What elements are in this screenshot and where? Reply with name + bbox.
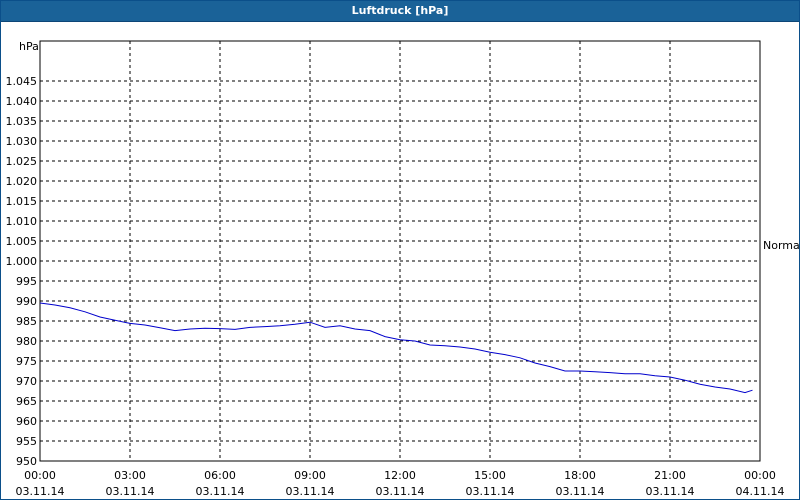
y-tick-label: 1.010 (6, 215, 38, 228)
y-axis-label: hPa (19, 40, 39, 53)
x-tick-time: 03:00 (114, 469, 146, 482)
y-tick-label: 1.000 (6, 255, 38, 268)
x-tick-time: 09:00 (294, 469, 326, 482)
x-tick-time: 00:00 (744, 469, 776, 482)
y-tick-label: 970 (16, 375, 37, 388)
x-tick-time: 15:00 (474, 469, 506, 482)
y-tick-label: 955 (16, 435, 37, 448)
y-tick-label: 1.025 (6, 155, 38, 168)
y-tick-label: 950 (16, 455, 37, 468)
x-tick-date: 04.11.14 (736, 485, 785, 498)
x-tick-time: 18:00 (564, 469, 596, 482)
y-tick-label: 1.015 (6, 195, 38, 208)
x-tick-date: 03.11.14 (106, 485, 155, 498)
normal-annotation: Normal (763, 239, 800, 252)
x-tick-time: 00:00 (24, 469, 56, 482)
x-tick-time: 06:00 (204, 469, 236, 482)
pressure-series-line (39, 302, 753, 394)
y-tick-label: 1.045 (6, 75, 38, 88)
x-tick-date: 03.11.14 (286, 485, 335, 498)
x-tick-date: 03.11.14 (376, 485, 425, 498)
y-tick-label: 960 (16, 415, 37, 428)
y-tick-label: 1.035 (6, 115, 38, 128)
x-tick-date: 03.11.14 (646, 485, 695, 498)
x-tick-date: 03.11.14 (556, 485, 605, 498)
y-tick-label: 1.040 (6, 95, 38, 108)
x-axis: 00:00 03.11.14 03:00 03.11.14 06:00 03.11.14 0… (16, 469, 785, 498)
y-tick-label: 965 (16, 395, 37, 408)
series-layer (39, 302, 753, 394)
x-tick-time: 12:00 (384, 469, 416, 482)
x-tick-time: 21:00 (654, 469, 686, 482)
grid (40, 41, 760, 461)
y-axis: 950 955 960 965 970 975 980 985 990 995 1.000 1.005… (6, 75, 38, 468)
y-tick-label: 985 (16, 315, 37, 328)
y-tick-label: 1.020 (6, 175, 38, 188)
y-tick-label: 990 (16, 295, 37, 308)
x-tick-date: 03.11.14 (466, 485, 515, 498)
x-tick-date: 03.11.14 (196, 485, 245, 498)
y-tick-label: 975 (16, 355, 37, 368)
window-title: Luftdruck [hPa] (1, 1, 799, 22)
y-tick-label: 995 (16, 275, 37, 288)
x-tick-date: 03.11.14 (16, 485, 65, 498)
y-tick-label: 1.030 (6, 135, 38, 148)
y-tick-label: 1.005 (6, 235, 38, 248)
plot-frame (39, 40, 761, 462)
y-tick-label: 980 (16, 335, 37, 348)
